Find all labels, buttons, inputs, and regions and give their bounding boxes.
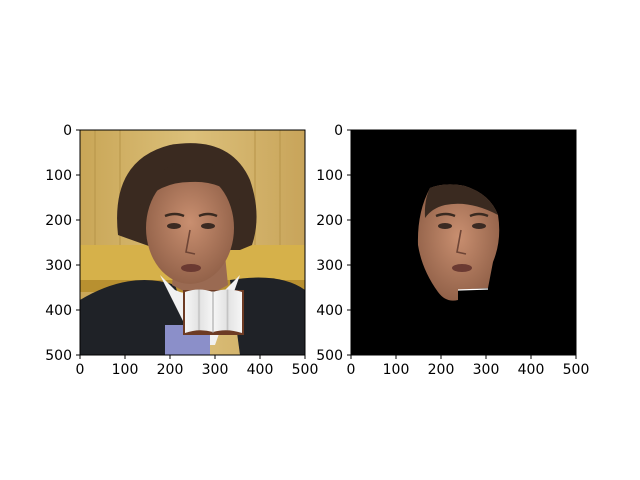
left-x-tick-label: 300 [202,362,229,378]
left-y-tick-label: 400 [45,303,72,319]
left-x-tick-label: 200 [157,362,184,378]
left-x-tick-label: 100 [112,362,139,378]
masked-mouth [452,264,472,272]
left-y-tick-label: 100 [45,168,72,184]
nose [185,229,196,255]
right-x-tick-label: 0 [347,362,356,378]
right-x-tick-label: 100 [383,362,410,378]
right-eye [201,223,215,229]
left-axes-frame [79,129,306,356]
left-y-tick-label: 300 [45,258,72,274]
left-y-tick-label: 200 [45,213,72,229]
right-x-tick-label: 300 [473,362,500,378]
masked-right-eye [472,223,486,229]
face [146,172,234,284]
left-image-panel [80,130,305,355]
book-overlay [183,289,244,335]
suit-right [230,277,305,355]
left-x-tick-label: 400 [247,362,274,378]
left-x-tick-label: 500 [292,362,319,378]
right-axes-frame [350,129,577,356]
right-x-tick-label: 400 [518,362,545,378]
left-y-tick-label: 0 [63,123,72,139]
right-y-tick-label: 0 [334,123,343,139]
right-y-tick-label: 200 [316,213,343,229]
right-y-tick-label: 100 [316,168,343,184]
right-y-tick-label: 400 [316,303,343,319]
right-image-panel [351,130,576,355]
left-y-tick-label: 500 [45,348,72,364]
right-x-tick-label: 200 [428,362,455,378]
left-eye [167,223,181,229]
mouth [181,264,201,272]
right-x-tick-label: 500 [563,362,590,378]
masked-left-eye [438,223,452,229]
right-y-tick-label: 500 [316,348,343,364]
right-y-tick-label: 300 [316,258,343,274]
left-x-tick-label: 0 [76,362,85,378]
